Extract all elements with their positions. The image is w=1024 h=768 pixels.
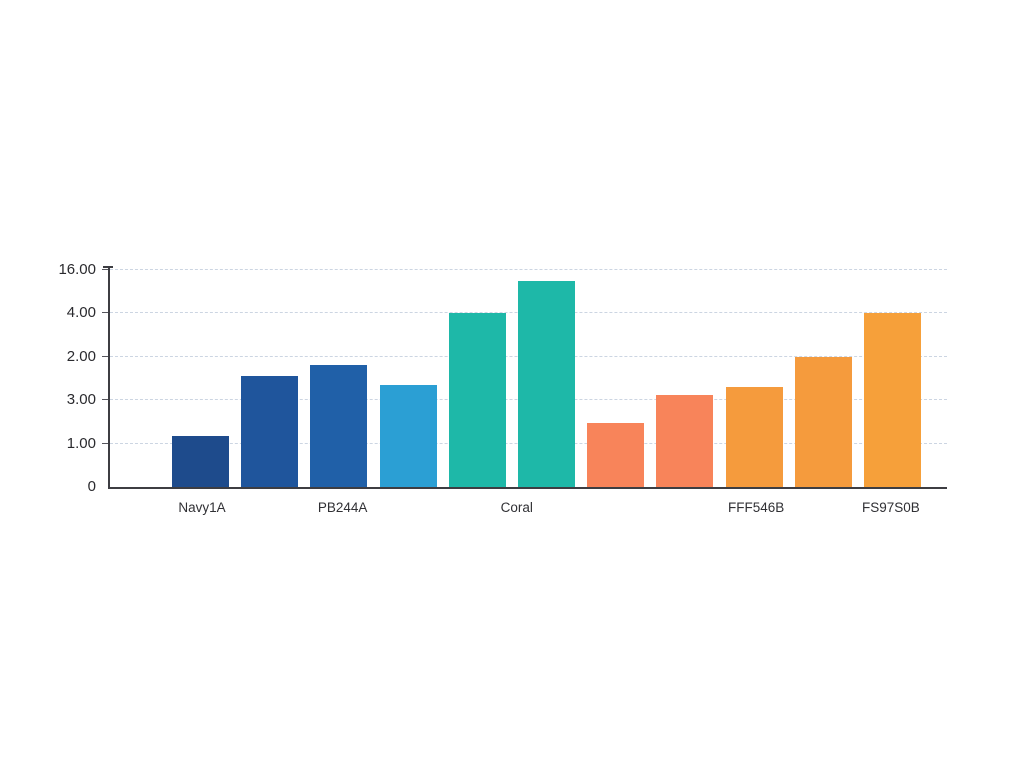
y-axis-tick-label: 2.00 <box>66 347 96 365</box>
bar <box>172 435 229 487</box>
y-axis-tick-mark <box>102 312 108 314</box>
y-axis-tick-mark <box>102 269 108 270</box>
x-axis-tick-label: PB244A <box>317 500 368 515</box>
x-axis-line <box>108 487 947 489</box>
bar <box>310 365 368 487</box>
bar <box>725 387 783 487</box>
y-axis-tick-label: 1.00 <box>66 434 96 452</box>
x-axis-tick-label: Coral <box>500 500 533 515</box>
y-axis-line <box>108 266 110 487</box>
bar <box>448 313 506 487</box>
gridline <box>110 269 947 270</box>
x-axis-tick-label: FS97S0B <box>862 500 920 515</box>
y-axis-top-cap <box>103 266 113 268</box>
y-axis-tick-label: 16.00 <box>58 261 96 278</box>
y-axis-tick-label: 3.00 <box>66 391 96 409</box>
bar <box>587 423 645 487</box>
x-axis-tick-label: FFF546B <box>728 500 785 515</box>
x-axis-tick-label: Navy1A <box>178 500 226 515</box>
plot-area: 0 1.00 3.00 2.00 4.00 16.00 Navy1A PB244A Coral… <box>58 261 947 515</box>
bar <box>794 356 852 487</box>
bar <box>656 395 714 487</box>
bar <box>864 313 921 487</box>
y-axis-tick-mark <box>102 399 108 401</box>
y-axis-tick-label: 4.00 <box>66 304 96 322</box>
bar <box>379 385 437 487</box>
bar <box>241 376 299 487</box>
bar <box>518 280 575 487</box>
y-axis-tick-label: 0 <box>87 478 96 495</box>
y-axis-tick-mark <box>102 442 108 444</box>
y-axis-tick-mark <box>102 355 108 357</box>
